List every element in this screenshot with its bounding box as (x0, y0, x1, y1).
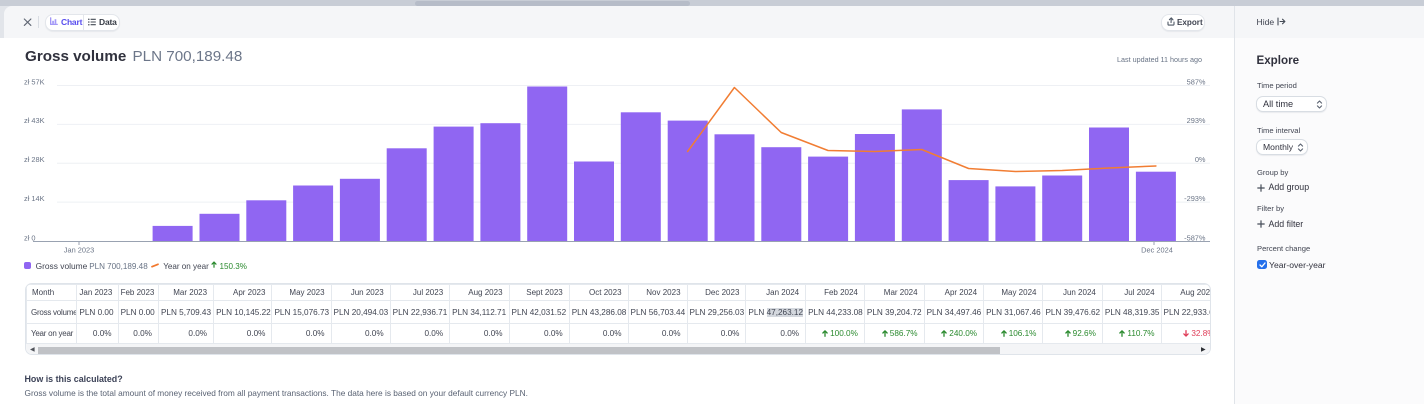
svg-text:587%: 587% (1187, 77, 1206, 86)
svg-text:zł 28K: zł 28K (24, 155, 45, 164)
svg-text:zł 57K: zł 57K (24, 77, 45, 86)
svg-text:-587%: -587% (1184, 233, 1206, 242)
svg-text:Jan 2023: Jan 2023 (64, 246, 94, 255)
svg-text:Dec 2024: Dec 2024 (1141, 246, 1173, 255)
svg-text:zł 43K: zł 43K (24, 116, 45, 125)
svg-text:293%: 293% (1187, 116, 1206, 125)
svg-text:-293%: -293% (1184, 194, 1206, 203)
svg-text:zł 0: zł 0 (24, 233, 36, 242)
svg-text:zł 14K: zł 14K (24, 194, 45, 203)
svg-text:0%: 0% (1195, 155, 1206, 164)
